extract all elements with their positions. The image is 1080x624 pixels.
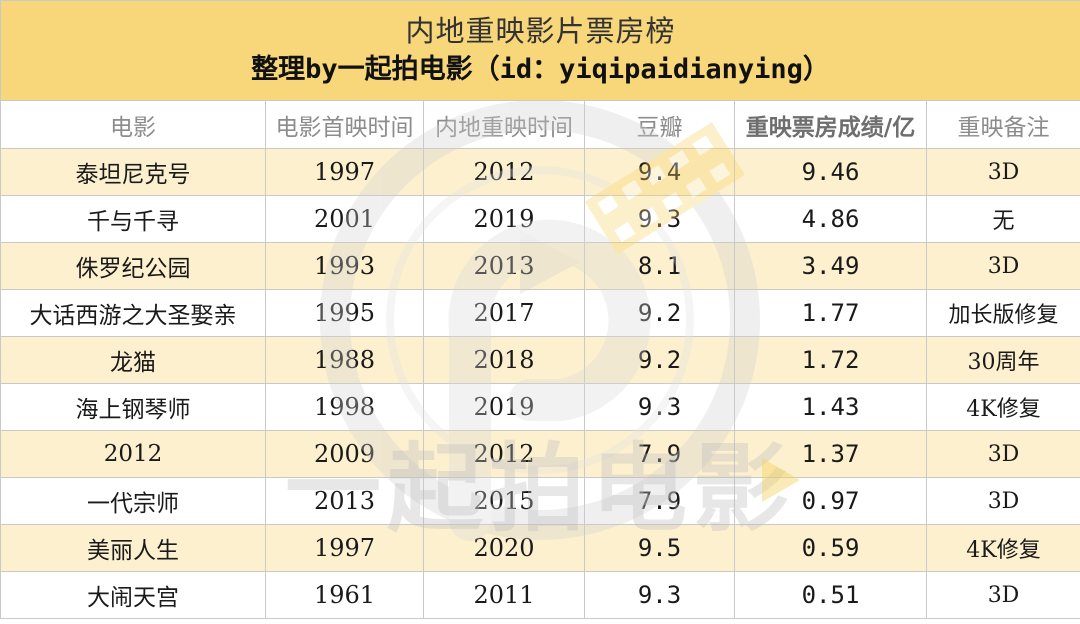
table-row: 龙猫 1988 2018 9.2 1.72 30周年 [0, 336, 1080, 384]
table-title: 内地重映影片票房榜 [405, 13, 676, 48]
cell-douban: 9.2 [584, 336, 735, 384]
cell-douban: 9.3 [584, 195, 735, 243]
cell-note: 4K修复 [925, 524, 1080, 572]
cell-film: 泰坦尼克号 [0, 148, 266, 196]
cell-premiere: 1998 [265, 383, 424, 431]
cell-douban: 9.3 [584, 571, 735, 619]
cell-boxoffice: 3.49 [734, 242, 927, 290]
cell-note: 3D [925, 430, 1080, 478]
cell-premiere: 1993 [265, 242, 424, 290]
cell-douban: 9.3 [584, 383, 735, 431]
cell-note: 无 [925, 195, 1080, 243]
header-film: 电影 [0, 100, 266, 149]
cell-rerelease: 2015 [423, 477, 585, 525]
table-row: 千与千寻 2001 2019 9.3 4.86 无 [0, 195, 1080, 243]
cell-note: 30周年 [925, 336, 1080, 384]
cell-boxoffice: 0.59 [734, 524, 927, 572]
cell-film: 大闹天宫 [0, 571, 266, 619]
table-body: 泰坦尼克号 1997 2012 9.4 9.46 3D 千与千寻 2001 2019 9.3 4.8… [0, 148, 1080, 619]
cell-boxoffice: 1.43 [734, 383, 927, 431]
cell-film: 2012 [0, 430, 266, 478]
cell-douban: 8.1 [584, 242, 735, 290]
cell-film: 侏罗纪公园 [0, 242, 266, 290]
header-rerelease: 内地重映时间 [423, 100, 585, 149]
cell-note: 加长版修复 [925, 289, 1080, 337]
cell-boxoffice: 0.51 [734, 571, 927, 619]
cell-film: 千与千寻 [0, 195, 266, 243]
cell-boxoffice: 9.46 [734, 148, 927, 196]
table-row: 一代宗师 2013 2015 7.9 0.97 3D [0, 477, 1080, 525]
cell-rerelease: 2012 [423, 430, 585, 478]
cell-boxoffice: 0.97 [734, 477, 927, 525]
cell-boxoffice: 1.77 [734, 289, 927, 337]
header-row: 电影 电影首映时间 内地重映时间 豆瓣 重映票房成绩/亿 重映备注 [0, 100, 1080, 149]
cell-film: 一代宗师 [0, 477, 266, 525]
cell-premiere: 1961 [265, 571, 424, 619]
cell-film: 美丽人生 [0, 524, 266, 572]
table-row: 大闹天宫 1961 2011 9.3 0.51 3D [0, 571, 1080, 619]
cell-note: 3D [925, 242, 1080, 290]
table-row: 侏罗纪公园 1993 2013 8.1 3.49 3D [0, 242, 1080, 290]
cell-rerelease: 2017 [423, 289, 585, 337]
table-row: 美丽人生 1997 2020 9.5 0.59 4K修复 [0, 524, 1080, 572]
cell-note: 4K修复 [925, 383, 1080, 431]
cell-rerelease: 2011 [423, 571, 585, 619]
cell-rerelease: 2020 [423, 524, 585, 572]
cell-note: 3D [925, 148, 1080, 196]
cell-douban: 9.4 [584, 148, 735, 196]
cell-premiere: 2009 [265, 430, 424, 478]
cell-rerelease: 2019 [423, 195, 585, 243]
table-subtitle: 整理by一起拍电影（id：yiqipaidianying） [251, 53, 830, 85]
header-note: 重映备注 [925, 100, 1080, 149]
cell-premiere: 1988 [265, 336, 424, 384]
cell-boxoffice: 4.86 [734, 195, 927, 243]
table-row: 大话西游之大圣娶亲 1995 2017 9.2 1.77 加长版修复 [0, 289, 1080, 337]
cell-premiere: 2013 [265, 477, 424, 525]
header-boxoffice: 重映票房成绩/亿 [734, 100, 927, 149]
cell-boxoffice: 1.72 [734, 336, 927, 384]
title-cell: 内地重映影片票房榜 整理by一起拍电影（id：yiqipaidianying） [0, 0, 1080, 101]
table-row: 海上钢琴师 1998 2019 9.3 1.43 4K修复 [0, 383, 1080, 431]
cell-film: 海上钢琴师 [0, 383, 266, 431]
table-row: 泰坦尼克号 1997 2012 9.4 9.46 3D [0, 148, 1080, 196]
cell-premiere: 1997 [265, 524, 424, 572]
cell-note: 3D [925, 477, 1080, 525]
cell-boxoffice: 1.37 [734, 430, 927, 478]
table-row: 2012 2009 2012 7.9 1.37 3D [0, 430, 1080, 478]
cell-douban: 9.2 [584, 289, 735, 337]
cell-premiere: 1995 [265, 289, 424, 337]
cell-rerelease: 2018 [423, 336, 585, 384]
cell-rerelease: 2019 [423, 383, 585, 431]
cell-premiere: 2001 [265, 195, 424, 243]
cell-rerelease: 2012 [423, 148, 585, 196]
cell-film: 龙猫 [0, 336, 266, 384]
header-premiere: 电影首映时间 [265, 100, 424, 149]
cell-douban: 7.9 [584, 430, 735, 478]
cell-rerelease: 2013 [423, 242, 585, 290]
cell-note: 3D [925, 571, 1080, 619]
cell-douban: 9.5 [584, 524, 735, 572]
cell-film: 大话西游之大圣娶亲 [0, 289, 266, 337]
cell-douban: 7.9 [584, 477, 735, 525]
cell-premiere: 1997 [265, 148, 424, 196]
header-douban: 豆瓣 [584, 100, 735, 149]
